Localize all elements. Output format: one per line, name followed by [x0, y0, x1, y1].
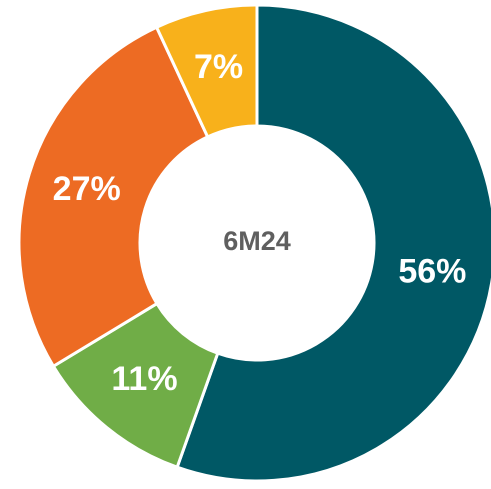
value-label: 27% [53, 170, 121, 208]
center-label: 6M24 [223, 226, 291, 256]
value-label: 11% [111, 360, 177, 398]
value-label: 56% [398, 252, 466, 290]
donut-slice [17, 25, 210, 369]
value-label: 7% [194, 48, 243, 86]
donut-slice [154, 3, 259, 139]
donut-slice [175, 3, 491, 483]
